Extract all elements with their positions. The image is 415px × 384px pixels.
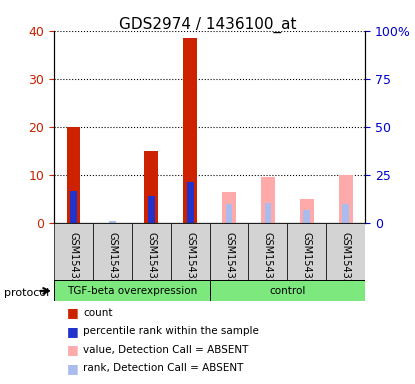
FancyBboxPatch shape	[287, 223, 326, 282]
Bar	[144, 151, 158, 223]
FancyBboxPatch shape	[132, 223, 171, 282]
Text: ■: ■	[66, 362, 78, 375]
Text: protocol: protocol	[4, 288, 49, 298]
Bar	[264, 203, 271, 223]
Text: GSM154328: GSM154328	[68, 232, 78, 291]
Text: control: control	[269, 286, 305, 296]
FancyBboxPatch shape	[93, 223, 132, 282]
Bar	[148, 196, 155, 223]
Text: GSM154333: GSM154333	[263, 232, 273, 291]
Bar	[109, 221, 116, 223]
Text: GDS2974 / 1436100_at: GDS2974 / 1436100_at	[119, 17, 296, 33]
FancyBboxPatch shape	[54, 223, 93, 282]
Text: GSM154335: GSM154335	[341, 232, 351, 291]
FancyBboxPatch shape	[171, 223, 210, 282]
FancyBboxPatch shape	[326, 223, 365, 282]
Text: value, Detection Call = ABSENT: value, Detection Call = ABSENT	[83, 345, 248, 355]
Bar	[342, 204, 349, 223]
Bar	[187, 182, 193, 223]
Bar	[261, 177, 275, 223]
Text: count: count	[83, 308, 112, 318]
Text: rank, Detection Call = ABSENT: rank, Detection Call = ABSENT	[83, 363, 243, 373]
Bar	[300, 199, 314, 223]
Text: GSM154329: GSM154329	[107, 232, 117, 291]
Text: ■: ■	[66, 306, 78, 319]
Bar	[183, 38, 197, 223]
Bar	[66, 127, 80, 223]
Text: TGF-beta overexpression: TGF-beta overexpression	[67, 286, 197, 296]
Text: GSM154330: GSM154330	[146, 232, 156, 291]
Text: GSM154334: GSM154334	[302, 232, 312, 291]
FancyBboxPatch shape	[210, 223, 249, 282]
Bar	[303, 210, 310, 223]
FancyBboxPatch shape	[54, 280, 210, 301]
Bar	[339, 175, 353, 223]
Bar	[70, 191, 77, 223]
FancyBboxPatch shape	[210, 280, 365, 301]
Text: GSM154332: GSM154332	[224, 232, 234, 291]
Text: GSM154331: GSM154331	[185, 232, 195, 291]
FancyBboxPatch shape	[249, 223, 287, 282]
Text: percentile rank within the sample: percentile rank within the sample	[83, 326, 259, 336]
Text: ■: ■	[66, 343, 78, 356]
Text: ■: ■	[66, 325, 78, 338]
Bar	[222, 192, 236, 223]
Bar	[226, 204, 232, 223]
